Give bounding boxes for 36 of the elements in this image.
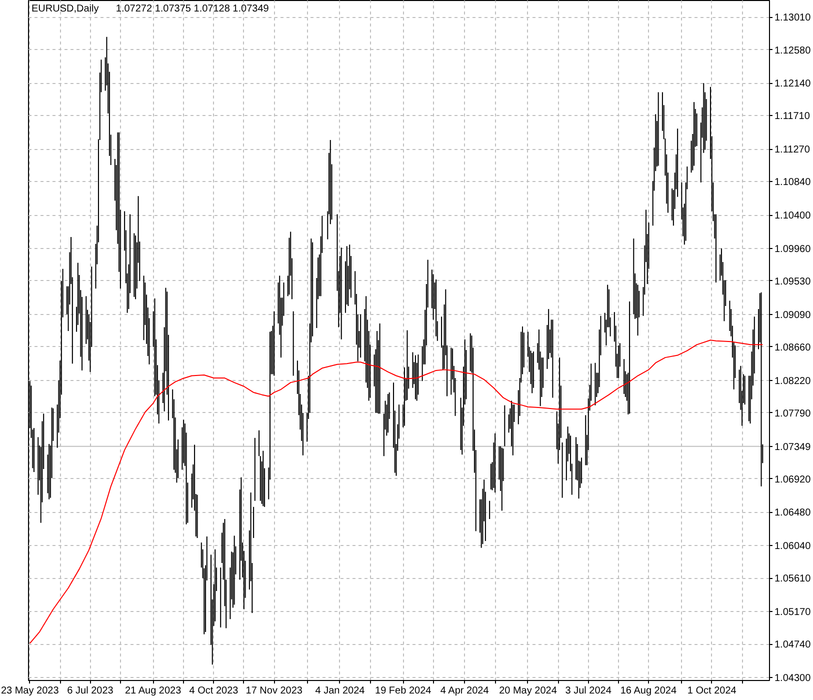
- ref-line-label: 1.07349: [774, 442, 812, 453]
- x-tick-label: 4 Apr 2024: [440, 686, 490, 696]
- x-tick-label: 6 Jul 2023: [67, 686, 114, 696]
- y-tick-label: 1.13010: [774, 12, 812, 24]
- y-tick-label: 1.08660: [774, 342, 812, 354]
- x-tick-label: 19 Feb 2024: [375, 686, 432, 696]
- y-tick-label: 1.09530: [774, 276, 812, 288]
- y-tick-label: 1.06040: [774, 541, 812, 552]
- y-tick-label: 1.06480: [774, 508, 812, 519]
- y-tick-label: 1.11710: [774, 111, 810, 122]
- chart-subtitle: 1.07272 1.07375 1.07128 1.07349: [116, 4, 270, 14]
- y-tick-label: 1.09090: [774, 310, 812, 321]
- chart-title: EURUSD,Daily: [32, 4, 99, 14]
- y-tick-label: 1.11270: [774, 144, 810, 156]
- y-tick-label: 1.08220: [774, 376, 812, 387]
- x-tick-label: 17 Nov 2023: [246, 686, 303, 696]
- y-tick-label: 1.10400: [774, 210, 812, 222]
- y-tick-label: 1.05170: [774, 607, 812, 618]
- y-tick-label: 1.12140: [774, 78, 812, 90]
- x-tick-label: 3 Jul 2024: [565, 686, 612, 696]
- y-tick-label: 1.09960: [774, 244, 812, 255]
- x-tick-label: 20 May 2024: [499, 686, 558, 696]
- y-tick-label: 1.12580: [774, 45, 812, 56]
- y-tick-label: 1.05610: [774, 574, 812, 585]
- x-tick-label: 4 Oct 2023: [189, 686, 239, 696]
- x-tick-label: 16 Aug 2024: [620, 686, 677, 696]
- y-tick-label: 1.10840: [774, 177, 812, 188]
- x-tick-label: 4 Jan 2024: [315, 686, 366, 696]
- y-tick-label: 1.04740: [774, 640, 812, 651]
- x-tick-label: 1 Oct 2024: [687, 686, 737, 696]
- y-tick-label: 1.04300: [774, 672, 812, 684]
- y-tick-label: 1.07790: [774, 408, 812, 420]
- x-tick-label: 21 Aug 2023: [125, 686, 182, 696]
- line-series: [29, 340, 764, 644]
- y-tick-label: 1.06920: [774, 474, 812, 486]
- x-tick-label: 23 May 2023: [0, 686, 60, 696]
